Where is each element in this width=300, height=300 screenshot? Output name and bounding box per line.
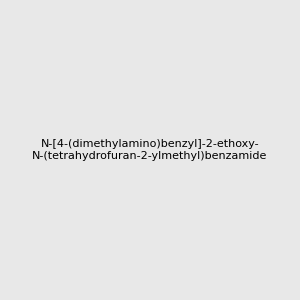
Text: N-[4-(dimethylamino)benzyl]-2-ethoxy-
N-(tetrahydrofuran-2-ylmethyl)benzamide: N-[4-(dimethylamino)benzyl]-2-ethoxy- N-… (32, 139, 268, 161)
